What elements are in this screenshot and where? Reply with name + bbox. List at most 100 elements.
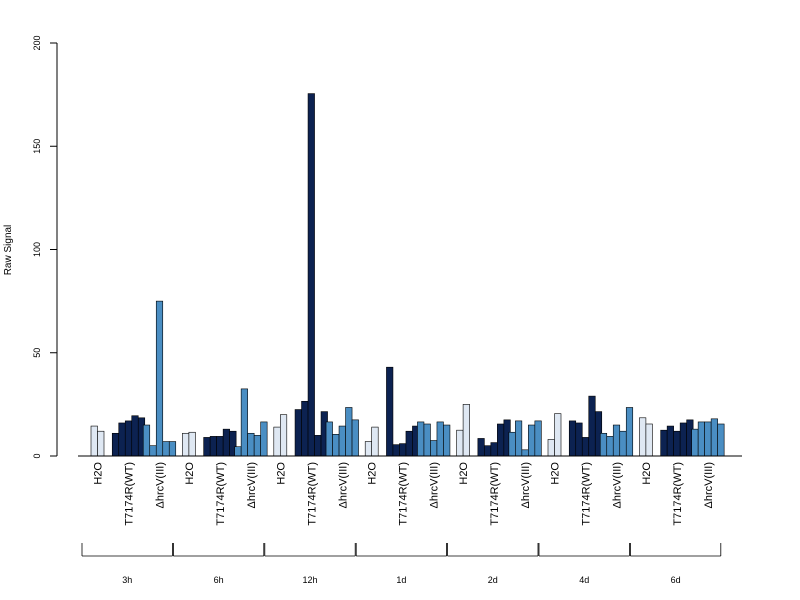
condition-label: H2O (641, 462, 653, 485)
bar (124, 420, 133, 457)
bar (436, 421, 444, 457)
bar (497, 423, 505, 457)
bar (581, 437, 590, 457)
bar (149, 445, 157, 457)
bar (417, 421, 425, 457)
bar (182, 432, 190, 457)
time-group-label: 3h (122, 575, 132, 585)
bar (332, 434, 340, 457)
y-tick-label: 0 (32, 453, 42, 458)
y-tick-label: 100 (32, 242, 42, 257)
bar (639, 417, 647, 457)
bar (528, 424, 536, 457)
y-tick-label: 150 (32, 139, 42, 154)
condition-label: ΔhrcV(III) (520, 462, 532, 508)
condition-label: H2O (275, 462, 287, 485)
bar (554, 413, 562, 457)
bars (90, 93, 725, 457)
bar (97, 430, 105, 457)
bar (371, 426, 379, 457)
bar (462, 404, 470, 457)
y-axis: 0 50 100 150 200 (32, 35, 58, 459)
bar (568, 420, 577, 457)
bar (142, 424, 151, 457)
bar (547, 439, 555, 457)
bar (484, 445, 492, 457)
time-group-label: 12h (302, 575, 317, 585)
bar (247, 432, 255, 457)
time-group-label: 4d (579, 575, 589, 585)
bar (645, 423, 653, 457)
bar (216, 436, 224, 457)
bar (515, 420, 523, 457)
bar (90, 425, 98, 457)
bar (490, 442, 498, 457)
bar (392, 444, 400, 457)
condition-label: ΔhrcV(III) (429, 462, 441, 508)
bar (691, 428, 699, 457)
bar (704, 421, 712, 457)
bar (307, 93, 315, 457)
condition-label: H2O (458, 462, 470, 485)
bar (606, 436, 614, 457)
bar (679, 422, 687, 457)
bar (443, 424, 451, 457)
bar (612, 424, 621, 457)
bar (131, 415, 139, 457)
bar (588, 395, 596, 457)
bar (260, 421, 268, 457)
y-tick-label: 200 (32, 35, 42, 50)
bar (209, 436, 217, 457)
bar (273, 426, 281, 457)
bar (660, 429, 668, 457)
bar (279, 414, 288, 457)
bar (155, 300, 164, 457)
bar (666, 425, 674, 457)
condition-label: ΔhrcV(III) (246, 462, 258, 508)
condition-label: ΔhrcV(III) (155, 462, 167, 508)
bar (710, 418, 718, 457)
condition-label: H2O (93, 462, 105, 485)
bar (717, 423, 725, 457)
bar (534, 420, 542, 457)
bar (477, 438, 485, 457)
condition-label: H2O (550, 462, 562, 485)
bar (240, 388, 248, 457)
bar (118, 422, 126, 457)
y-tick-label: 50 (32, 348, 42, 358)
bar (399, 443, 407, 457)
bar (168, 441, 177, 457)
bar (430, 440, 438, 457)
condition-label: T7174R(WT) (306, 462, 318, 526)
bar (345, 407, 353, 457)
condition-label: T7174R(WT) (581, 462, 593, 526)
bar (625, 407, 634, 457)
condition-label: T7174R(WT) (672, 462, 684, 526)
bar (697, 421, 705, 457)
bar (234, 446, 242, 457)
bar (162, 441, 170, 457)
bar (456, 429, 464, 457)
bar (364, 441, 373, 457)
bar (351, 419, 359, 457)
time-group-label: 6h (214, 575, 224, 585)
bar (222, 428, 230, 457)
bar (294, 409, 302, 457)
condition-label: T7174R(WT) (215, 462, 227, 526)
condition-label: ΔhrcV(III) (612, 462, 624, 508)
condition-label: T7174R(WT) (398, 462, 410, 526)
bar (203, 437, 211, 457)
time-group-brackets: 3h 6h 12h 1d 2d 4d 6d (81, 543, 722, 585)
bar (599, 432, 608, 457)
time-group-label: 2d (488, 575, 498, 585)
time-group-label: 6d (671, 575, 681, 585)
condition-label: ΔhrcV(III) (703, 462, 715, 508)
bar (325, 421, 333, 457)
y-axis-label: Raw Signal (3, 225, 14, 276)
bar (521, 449, 529, 457)
bar (338, 425, 346, 457)
bar (423, 423, 431, 457)
time-group-label: 1d (396, 575, 406, 585)
bar (314, 435, 322, 457)
